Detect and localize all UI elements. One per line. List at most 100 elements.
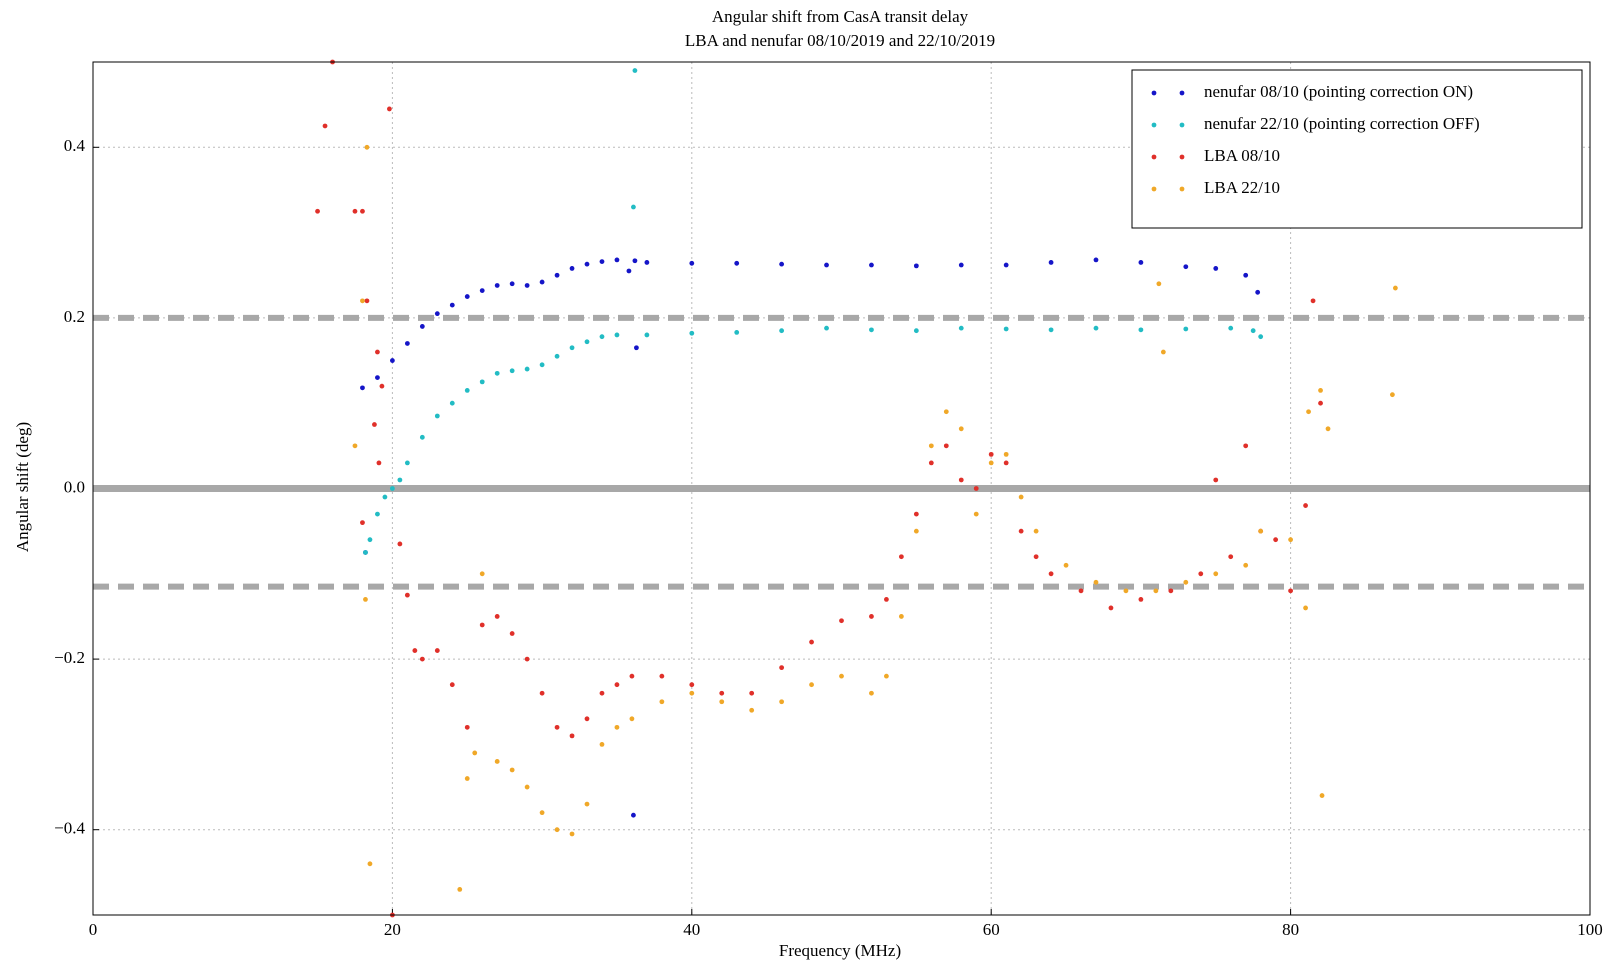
data-point xyxy=(554,827,560,833)
data-point xyxy=(479,288,485,294)
data-point xyxy=(644,332,650,338)
data-point xyxy=(360,385,365,391)
data-point xyxy=(367,861,373,867)
data-point xyxy=(584,261,590,267)
data-point xyxy=(457,887,463,892)
data-point xyxy=(472,750,478,756)
data-point xyxy=(554,353,560,359)
data-point xyxy=(1138,260,1144,265)
data-point xyxy=(390,358,395,363)
data-point xyxy=(1078,588,1084,594)
data-point xyxy=(719,699,725,705)
data-point xyxy=(376,460,382,466)
data-point xyxy=(1250,328,1256,334)
data-point xyxy=(614,724,620,730)
data-point xyxy=(419,324,425,329)
data-point xyxy=(524,656,530,662)
data-point xyxy=(913,528,919,534)
data-point xyxy=(1273,537,1279,543)
data-point xyxy=(988,460,994,466)
data-point xyxy=(1063,562,1069,568)
data-point xyxy=(539,279,545,285)
data-point xyxy=(419,656,425,662)
data-point xyxy=(372,422,377,427)
x-tick-label: 60 xyxy=(983,920,1000,939)
data-point xyxy=(869,690,874,696)
data-point xyxy=(397,541,403,547)
data-point xyxy=(973,511,979,517)
data-point xyxy=(898,554,904,560)
legend-marker xyxy=(1179,154,1185,160)
data-point xyxy=(1258,334,1264,340)
data-point xyxy=(382,494,388,500)
data-point xyxy=(464,776,470,781)
data-point xyxy=(1003,460,1009,466)
data-point xyxy=(599,334,605,340)
y-tick-label: −0.2 xyxy=(54,648,85,667)
data-point xyxy=(824,262,829,268)
data-point xyxy=(632,258,638,264)
data-point xyxy=(509,631,515,636)
data-point xyxy=(322,123,328,129)
legend-marker xyxy=(1151,122,1157,128)
data-point xyxy=(958,262,964,268)
data-point xyxy=(1213,477,1219,483)
data-point xyxy=(1306,409,1311,415)
y-tick-label: 0.4 xyxy=(64,136,86,155)
data-point xyxy=(554,724,560,730)
data-point xyxy=(779,665,785,671)
data-point xyxy=(626,268,632,274)
data-point xyxy=(958,477,964,483)
data-point xyxy=(1123,588,1129,594)
data-point xyxy=(1093,257,1099,263)
data-point xyxy=(524,366,530,372)
data-point xyxy=(599,690,605,696)
data-point xyxy=(1168,588,1174,594)
data-point xyxy=(958,325,964,331)
data-point xyxy=(1048,571,1054,577)
data-point xyxy=(569,831,575,837)
data-point xyxy=(1003,451,1009,457)
data-point xyxy=(1318,388,1323,393)
data-point xyxy=(479,571,485,577)
data-point xyxy=(719,690,725,696)
data-point xyxy=(434,413,440,419)
data-point xyxy=(928,460,934,466)
data-point xyxy=(913,328,919,334)
data-point xyxy=(1392,285,1398,291)
data-point xyxy=(644,260,650,265)
data-point xyxy=(1033,528,1039,534)
data-point xyxy=(869,262,874,268)
legend-marker xyxy=(1151,154,1157,160)
data-point xyxy=(434,648,440,653)
data-point xyxy=(631,204,636,210)
data-point xyxy=(1156,281,1162,287)
data-point xyxy=(360,520,365,526)
data-point xyxy=(1213,571,1219,577)
data-point xyxy=(1003,326,1009,332)
data-point xyxy=(509,281,515,287)
data-point xyxy=(779,261,785,267)
data-point xyxy=(599,742,605,747)
data-point xyxy=(494,759,500,764)
data-point xyxy=(494,283,500,288)
data-point xyxy=(629,716,635,722)
data-point xyxy=(1228,554,1234,560)
data-point xyxy=(479,622,485,628)
data-point xyxy=(884,596,889,602)
data-point xyxy=(614,682,620,688)
data-point xyxy=(1389,392,1395,398)
data-point xyxy=(898,614,904,619)
legend-label: nenufar 08/10 (pointing correction ON) xyxy=(1204,82,1473,101)
data-point xyxy=(1018,528,1024,534)
data-point xyxy=(1288,588,1293,594)
data-point xyxy=(1310,298,1316,304)
data-point xyxy=(360,208,365,214)
data-point xyxy=(315,208,320,214)
legend-marker xyxy=(1179,122,1185,128)
data-point xyxy=(634,345,639,351)
data-point xyxy=(397,477,403,483)
data-point xyxy=(599,259,605,265)
data-point xyxy=(1183,326,1189,332)
